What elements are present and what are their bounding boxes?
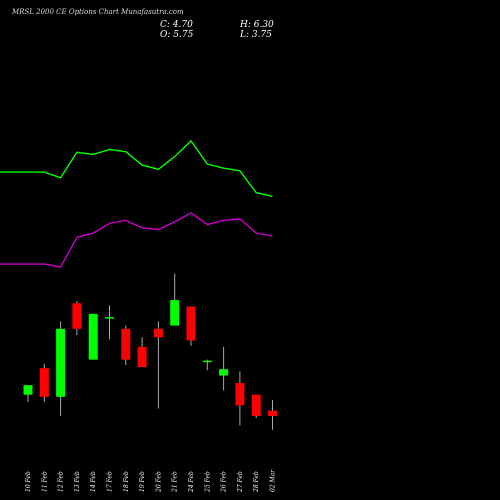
low-value: L: 3.75 <box>240 30 272 40</box>
candle-body-down <box>137 346 147 368</box>
x-tick-label: 10 Feb <box>25 471 32 492</box>
x-tick-label: 12 Feb <box>58 471 65 492</box>
candle-body-down <box>121 328 131 360</box>
candle-body-up <box>170 300 180 326</box>
candle-body-up <box>88 313 98 360</box>
x-tick-label: 28 Feb <box>253 471 260 493</box>
x-tick-label: 27 Feb <box>237 471 244 493</box>
candle-body-down <box>153 328 163 338</box>
x-tick-label: 26 Feb <box>221 471 228 493</box>
candle-body-up <box>23 385 33 395</box>
x-tick-label: 02 Mar <box>270 469 277 492</box>
candle-body-up <box>219 369 229 376</box>
lower-band-line <box>0 212 273 268</box>
open-value: O: 5.75 <box>160 30 194 40</box>
x-tick-label: 21 Feb <box>172 471 179 493</box>
candle-body-down <box>39 368 49 397</box>
candle-body-down <box>251 394 261 416</box>
candle-body-down <box>72 303 82 329</box>
x-tick-label: 17 Feb <box>107 471 114 492</box>
high-value: H: 6.30 <box>240 20 274 30</box>
candle-body-up <box>56 328 66 397</box>
upper-band-line <box>0 139 273 197</box>
candle-body-up <box>202 360 212 363</box>
x-tick-label: 18 Feb <box>123 471 130 492</box>
x-tick-label: 14 Feb <box>90 471 97 492</box>
candle-body-down <box>235 383 245 406</box>
x-tick-label: 11 Feb <box>41 471 48 492</box>
candle-body-down <box>186 306 196 341</box>
x-tick-label: 24 Feb <box>188 471 195 493</box>
x-tick-label: 25 Feb <box>204 471 211 493</box>
x-tick-label: 13 Feb <box>74 471 81 492</box>
chart-title: MRSL 2000 CE Options Chart Munafasutra.c… <box>12 8 184 16</box>
x-tick-label: 19 Feb <box>139 471 146 492</box>
close-value: C: 4.70 <box>160 20 193 30</box>
candle-body-up <box>105 317 114 319</box>
candle-body-down <box>268 410 277 416</box>
x-tick-label: 20 Feb <box>155 471 162 493</box>
